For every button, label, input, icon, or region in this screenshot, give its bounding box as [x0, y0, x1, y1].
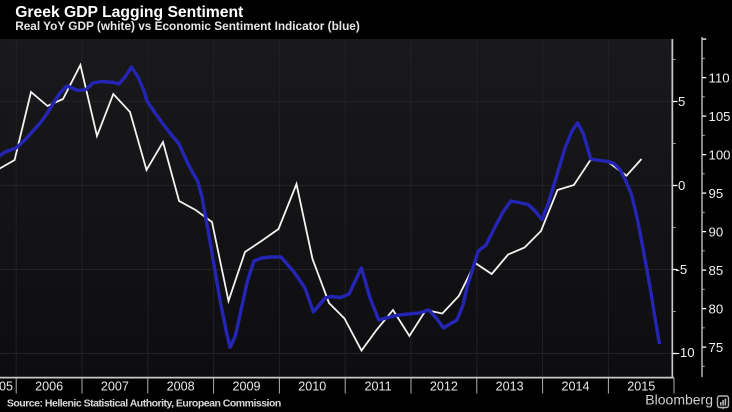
svg-text:0: 0: [678, 178, 685, 193]
svg-text:105: 105: [709, 109, 731, 124]
svg-text:5: 5: [678, 94, 685, 109]
svg-text:75: 75: [709, 340, 724, 355]
svg-text:95: 95: [709, 186, 724, 201]
svg-text:-5: -5: [676, 262, 688, 277]
svg-text:Bloomberg: Bloomberg: [645, 391, 713, 407]
svg-text:2007: 2007: [101, 380, 129, 394]
svg-text:2015: 2015: [627, 380, 655, 394]
svg-text:2008: 2008: [167, 380, 195, 394]
svg-text:Greek GDP Lagging Sentiment: Greek GDP Lagging Sentiment: [15, 4, 244, 21]
svg-text:Real YoY GDP (white) vs Econom: Real YoY GDP (white) vs Economic Sentime…: [15, 19, 360, 33]
svg-text:2006: 2006: [35, 380, 63, 394]
svg-text:-10: -10: [676, 345, 695, 360]
svg-text:2005: 2005: [0, 380, 13, 394]
svg-text:110: 110: [709, 70, 730, 85]
svg-text:Source: Hellenic Statistical A: Source: Hellenic Statistical Authority, …: [7, 397, 281, 409]
svg-text:2012: 2012: [430, 380, 458, 394]
svg-text:2010: 2010: [298, 380, 326, 394]
svg-text:2014: 2014: [561, 380, 589, 394]
svg-text:2009: 2009: [232, 380, 260, 394]
svg-text:90: 90: [709, 224, 724, 239]
svg-text:2013: 2013: [496, 380, 524, 394]
svg-text:100: 100: [709, 147, 731, 162]
svg-text:80: 80: [709, 301, 724, 316]
svg-text:2011: 2011: [365, 380, 392, 394]
svg-text:85: 85: [709, 263, 724, 278]
